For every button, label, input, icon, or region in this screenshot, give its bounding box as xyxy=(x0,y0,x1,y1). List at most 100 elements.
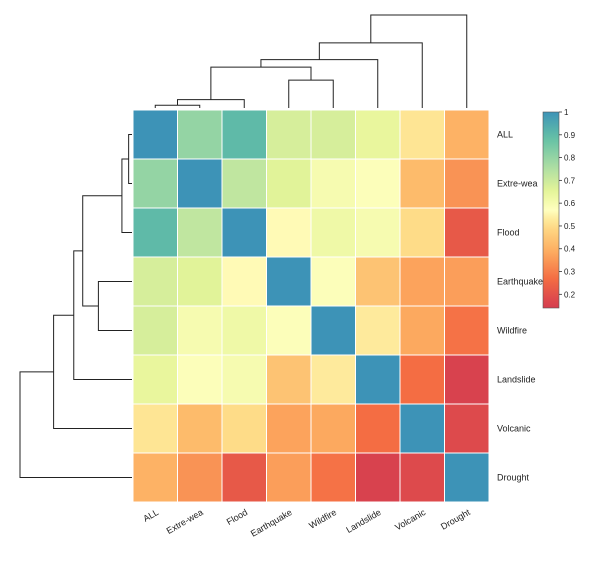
heatmap-cell-flood-all xyxy=(132,207,178,258)
heatmap-cell-flood-extre-wea xyxy=(177,207,223,258)
heatmap-cell-extre-wea-earthquake xyxy=(266,158,312,209)
row-dendrogram-link-3 xyxy=(82,195,122,307)
colorbar-tick-label: 0.5 xyxy=(564,222,576,231)
column-label-wildfire: Wildfire xyxy=(307,507,338,531)
heatmap-cell-volcanic-flood xyxy=(221,403,267,454)
heatmap-cell-flood-earthquake xyxy=(266,207,312,258)
heatmap-cell-volcanic-earthquake xyxy=(266,403,312,454)
row-dendrogram-link-0 xyxy=(128,134,132,184)
heatmap-cell-landslide-extre-wea xyxy=(177,354,223,405)
column-label-earthquake: Earthquake xyxy=(249,507,294,539)
colorbar-tick-label: 0.9 xyxy=(564,131,576,140)
heatmap-cell-earthquake-earthquake xyxy=(266,256,312,307)
heatmap-cell-wildfire-drought xyxy=(444,305,490,356)
column-dendrogram xyxy=(154,14,468,108)
heatmap-cell-landslide-drought xyxy=(444,354,490,405)
heatmap-cell-wildfire-volcanic xyxy=(399,305,445,356)
colorbar-tick-label: 0.8 xyxy=(564,154,576,163)
heatmap-cell-drought-drought xyxy=(444,452,490,503)
heatmap-cell-landslide-landslide xyxy=(355,354,401,405)
column-dendrogram-link-3 xyxy=(210,66,312,100)
row-dendrogram-link-1 xyxy=(121,158,132,233)
row-label-drought: Drought xyxy=(497,473,530,483)
heatmap-cell-flood-landslide xyxy=(355,207,401,258)
heatmap-cell-drought-extre-wea xyxy=(177,452,223,503)
heatmap-cell-flood-flood xyxy=(221,207,267,258)
heatmap-cell-all-landslide xyxy=(355,109,401,160)
heatmap-cell-earthquake-extre-wea xyxy=(177,256,223,307)
heatmap-cell-flood-drought xyxy=(444,207,490,258)
heatmap-cell-volcanic-extre-wea xyxy=(177,403,223,454)
heatmap-cell-landslide-flood xyxy=(221,354,267,405)
heatmap-cell-all-extre-wea xyxy=(177,109,223,160)
heatmap-cell-wildfire-all xyxy=(132,305,178,356)
column-label-volcanic: Volcanic xyxy=(393,507,427,533)
heatmap-cell-landslide-all xyxy=(132,354,178,405)
row-dendrogram-link-2 xyxy=(97,281,132,331)
row-label-wildfire: Wildfire xyxy=(497,326,527,336)
row-label-volcanic: Volcanic xyxy=(497,424,531,434)
colorbar-tick-label: 0.2 xyxy=(564,290,576,299)
heatmap-cell-earthquake-drought xyxy=(444,256,490,307)
colorbar-tick-label: 0.6 xyxy=(564,199,576,208)
column-dendrogram-link-5 xyxy=(318,42,423,108)
heatmap-cell-earthquake-volcanic xyxy=(399,256,445,307)
colorbar-tick-label: 1 xyxy=(564,108,569,117)
heatmap-cell-wildfire-landslide xyxy=(355,305,401,356)
heatmap-cell-all-drought xyxy=(444,109,490,160)
heatmap-cell-extre-wea-drought xyxy=(444,158,490,209)
heatmap-cell-volcanic-volcanic xyxy=(399,403,445,454)
column-dendrogram-link-2 xyxy=(288,79,334,108)
heatmap-cell-earthquake-flood xyxy=(221,256,267,307)
heatmap-cell-drought-volcanic xyxy=(399,452,445,503)
colorbar-tick-label: 0.7 xyxy=(564,176,576,185)
heatmap-cell-all-flood xyxy=(221,109,267,160)
heatmap-cell-flood-wildfire xyxy=(310,207,356,258)
column-label-drought: Drought xyxy=(439,507,472,532)
row-label-landslide: Landslide xyxy=(497,375,536,385)
heatmap-cell-drought-wildfire xyxy=(310,452,356,503)
heatmap-cell-earthquake-wildfire xyxy=(310,256,356,307)
heatmap-cell-drought-landslide xyxy=(355,452,401,503)
heatmap-cell-extre-wea-volcanic xyxy=(399,158,445,209)
heatmap-cell-drought-all xyxy=(132,452,178,503)
column-label-all: ALL xyxy=(141,507,160,524)
heatmap-cell-extre-wea-all xyxy=(132,158,178,209)
column-dendrogram-link-6 xyxy=(370,14,468,108)
column-label-flood: Flood xyxy=(225,507,249,527)
heatmap-cell-volcanic-wildfire xyxy=(310,403,356,454)
heatmap-cell-wildfire-flood xyxy=(221,305,267,356)
row-label-flood: Flood xyxy=(497,228,520,238)
heatmap-cell-wildfire-wildfire xyxy=(310,305,356,356)
row-label-extre-wea: Extre-wea xyxy=(497,179,538,189)
heatmap-cell-volcanic-landslide xyxy=(355,403,401,454)
heatmap-cell-all-earthquake xyxy=(266,109,312,160)
column-labels: ALL Extre-wea Flood Earthquake Wildfire Lands… xyxy=(141,507,472,539)
column-label-extre-wea: Extre-wea xyxy=(165,507,205,536)
heatmap-cell-extre-wea-landslide xyxy=(355,158,401,209)
heatmap-cell-landslide-wildfire xyxy=(310,354,356,405)
heatmap-cell-extre-wea-extre-wea xyxy=(177,158,223,209)
column-label-landslide: Landslide xyxy=(344,507,382,535)
row-dendrogram-link-5 xyxy=(53,314,132,429)
heatmap-cell-landslide-earthquake xyxy=(266,354,312,405)
heatmap-cells xyxy=(132,109,490,503)
column-dendrogram-link-1 xyxy=(177,99,245,108)
heatmap-cell-flood-volcanic xyxy=(399,207,445,258)
column-dendrogram-link-0 xyxy=(154,104,201,108)
heatmap-cell-drought-flood xyxy=(221,452,267,503)
colorbar-gradient xyxy=(542,111,560,309)
heatmap-cell-all-wildfire xyxy=(310,109,356,160)
heatmap-cell-drought-earthquake xyxy=(266,452,312,503)
heatmap-cell-wildfire-earthquake xyxy=(266,305,312,356)
row-dendrogram-link-6 xyxy=(19,371,132,478)
heatmap-cell-earthquake-landslide xyxy=(355,256,401,307)
heatmap-cell-extre-wea-wildfire xyxy=(310,158,356,209)
heatmap-cell-volcanic-all xyxy=(132,403,178,454)
heatmap-cell-earthquake-all xyxy=(132,256,178,307)
row-label-earthquake: Earthquake xyxy=(497,277,543,287)
colorbar-tick-label: 0.4 xyxy=(564,245,576,254)
heatmap-cell-volcanic-drought xyxy=(444,403,490,454)
row-label-all: ALL xyxy=(497,130,513,140)
